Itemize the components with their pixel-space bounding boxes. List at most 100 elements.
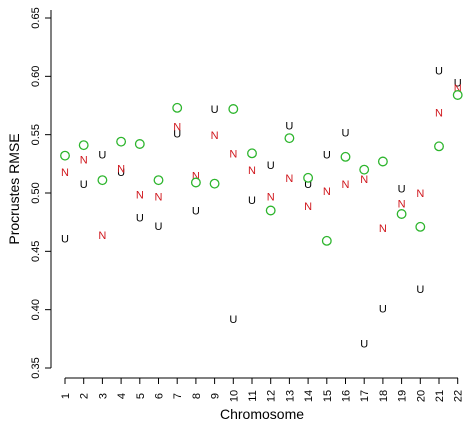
x-tick-label: 22: [453, 390, 465, 402]
data-point-circle: [247, 148, 257, 159]
data-point-n: N: [211, 130, 219, 142]
data-point-u: U: [304, 179, 312, 191]
y-tick-label: 0.40: [30, 299, 42, 320]
data-point-circle: [452, 90, 463, 100]
data-point-circle: [434, 141, 444, 152]
data-point-circle: [116, 136, 127, 147]
x-tick-label: 4: [116, 393, 128, 399]
data-point-u: U: [211, 104, 219, 116]
data-point-n: N: [80, 154, 88, 166]
data-point-u: U: [117, 167, 125, 179]
y-axis-title: Procrustes RMSE: [6, 133, 22, 244]
y-tick-label: 0.45: [30, 241, 42, 262]
data-point-u: U: [248, 195, 256, 207]
data-point-n: N: [61, 167, 69, 179]
data-point-n: N: [229, 149, 237, 161]
y-tick-label: 0.60: [30, 66, 42, 87]
data-point-u: U: [360, 339, 368, 351]
data-point-circle: [415, 221, 426, 232]
data-point-circle: [190, 177, 201, 188]
data-point-u: U: [454, 77, 462, 89]
x-tick-label: 3: [97, 393, 109, 399]
y-tick-label: 0.65: [30, 7, 42, 28]
data-point-n: N: [285, 173, 293, 185]
x-axis: 1 2 3 4 5 6 7 8 9 10 11 12 13 14 15 16 17 18 19 20 21 22 Chro…: [60, 377, 465, 422]
data-point-n: N: [155, 192, 163, 204]
x-tick-label: 15: [322, 390, 334, 402]
data-point-circle: [265, 205, 276, 216]
data-point-u: U: [155, 221, 163, 233]
data-point-n: N: [454, 83, 462, 95]
x-ticks: 1 2 3 4 5 6 7 8 9 10 11 12 13 14 15 16 17 18 19 20 21 22: [60, 378, 465, 402]
data-point-circle: [340, 151, 351, 162]
x-tick-label: 21: [434, 390, 446, 402]
x-axis-title: Chromosome: [220, 406, 304, 422]
x-tick-label: 8: [191, 393, 203, 399]
x-tick-label: 14: [303, 390, 315, 402]
data-point-u: U: [416, 284, 424, 296]
data-point-n: N: [173, 122, 181, 134]
data-point-u: U: [136, 213, 144, 225]
data-point-n: N: [360, 174, 368, 186]
data-point-circle: [303, 172, 314, 183]
data-point-circle: [60, 150, 70, 161]
data-point-n: N: [304, 201, 312, 213]
data-point-u: U: [192, 206, 200, 218]
x-tick-label: 18: [378, 390, 390, 402]
data-point-circle: [209, 178, 220, 189]
y-tick-label: 0.35: [30, 357, 42, 378]
data-point-u: U: [342, 128, 350, 140]
y-tick-label: 0.55: [30, 124, 42, 145]
data-point-u: U: [435, 66, 443, 78]
data-point-n: N: [379, 223, 387, 235]
data-point-circle: [172, 102, 183, 113]
data-point-n: N: [323, 186, 331, 198]
data-point-n: N: [248, 165, 256, 177]
data-point-circle: [377, 156, 388, 167]
data-point-u: U: [398, 184, 406, 196]
data-point-circle: [359, 164, 370, 175]
data-point-circle: [134, 139, 145, 149]
data-point-n: N: [267, 192, 275, 204]
x-tick-label: 20: [415, 390, 427, 402]
x-tick-label: 16: [341, 390, 353, 402]
data-point-circle: [228, 104, 239, 114]
data-point-u: U: [173, 129, 181, 141]
data-point-circle: [284, 133, 295, 144]
data-point-u: U: [379, 304, 387, 316]
data-point-n: N: [342, 179, 350, 191]
data-point-circle: [321, 235, 332, 246]
y-tick-label: 0.50: [30, 182, 42, 203]
data-point-n: N: [398, 199, 406, 211]
data-point-u: U: [285, 121, 293, 133]
data-point-n: N: [435, 108, 443, 120]
data-point-circle: [396, 209, 407, 219]
data-point-n: N: [98, 230, 106, 242]
data-point-u: U: [80, 179, 88, 191]
x-tick-label: 12: [266, 390, 278, 402]
data-point-u: U: [61, 234, 69, 246]
data-point-u: U: [267, 160, 275, 172]
x-tick-label: 19: [397, 390, 409, 402]
data-point-n: N: [136, 189, 144, 201]
data-point-n: N: [117, 164, 125, 176]
data-point-circle: [153, 175, 164, 186]
x-tick-label: 2: [79, 393, 91, 399]
data-point-n: N: [416, 188, 424, 200]
data-point-circle: [78, 140, 89, 151]
data-point-n: N: [192, 171, 200, 183]
data-point-circle: [97, 175, 108, 186]
x-tick-label: 11: [247, 390, 259, 401]
y-axis: 0.35 0.40 0.45 0.50 0.55 0.60 0.65 Procrustes …: [6, 7, 52, 379]
x-tick-label: 1: [60, 393, 72, 399]
x-tick-label: 7: [172, 393, 184, 399]
y-ticks: 0.35 0.40 0.45 0.50 0.55 0.60 0.65: [30, 7, 51, 379]
data-point-u: U: [98, 150, 106, 162]
data-point-u: U: [323, 150, 331, 162]
x-tick-label: 10: [228, 390, 240, 402]
x-tick-label: 13: [284, 390, 296, 402]
x-tick-label: 17: [359, 390, 371, 402]
x-tick-label: 6: [154, 393, 166, 399]
